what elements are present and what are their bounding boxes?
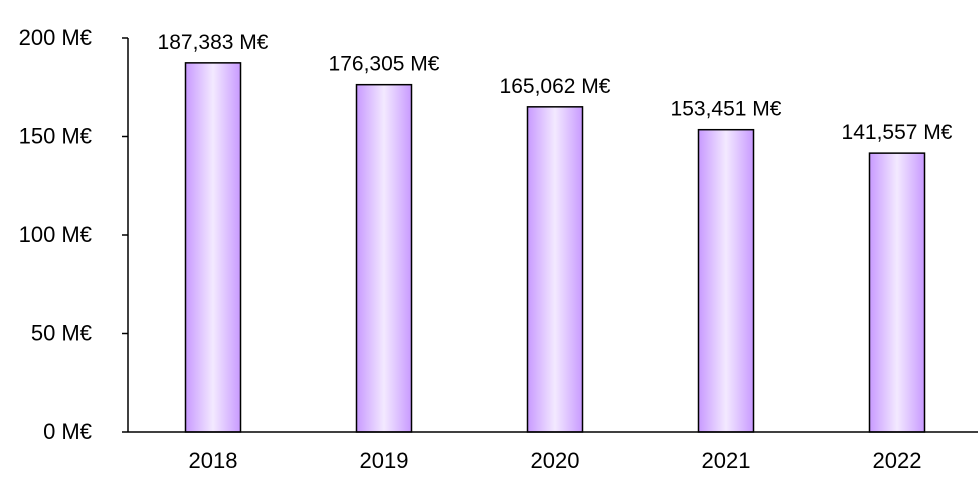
y-tick-label: 150 M€ xyxy=(19,124,92,149)
y-tick-label: 0 M€ xyxy=(43,419,92,444)
y-axis-ticks: 0 M€ 50 M€ 100 M€ 150 M€ 200 M€ xyxy=(19,25,128,444)
bar-2021 xyxy=(697,128,755,433)
bars xyxy=(184,62,926,433)
data-label-2021: 153,451 M€ xyxy=(671,98,782,121)
y-tick-label: 200 M€ xyxy=(19,25,92,50)
y-tick-label: 50 M€ xyxy=(31,321,92,346)
axes xyxy=(127,38,978,433)
bar-2022 xyxy=(868,152,926,433)
x-tick-label: 2019 xyxy=(360,448,409,472)
x-tick-label: 2022 xyxy=(873,448,922,472)
bar-2018 xyxy=(184,62,242,433)
data-label-2022: 141,557 M€ xyxy=(842,121,953,144)
y-tick-label: 100 M€ xyxy=(19,222,92,247)
x-tick-label: 2020 xyxy=(531,448,580,472)
data-label-2018: 187,383 M€ xyxy=(158,31,269,54)
data-label-2019: 176,305 M€ xyxy=(329,53,440,76)
x-axis-ticks: 2018 2019 2020 2021 2022 xyxy=(189,448,922,473)
x-tick-label: 2021 xyxy=(702,448,751,472)
data-labels: 187,383 M€ 176,305 M€ 165,062 M€ 153,451 M€… xyxy=(158,31,953,144)
bar-2019 xyxy=(355,83,413,433)
bar-2020 xyxy=(526,106,584,433)
data-label-2020: 165,062 M€ xyxy=(500,75,611,98)
x-tick-label: 2018 xyxy=(189,448,238,472)
